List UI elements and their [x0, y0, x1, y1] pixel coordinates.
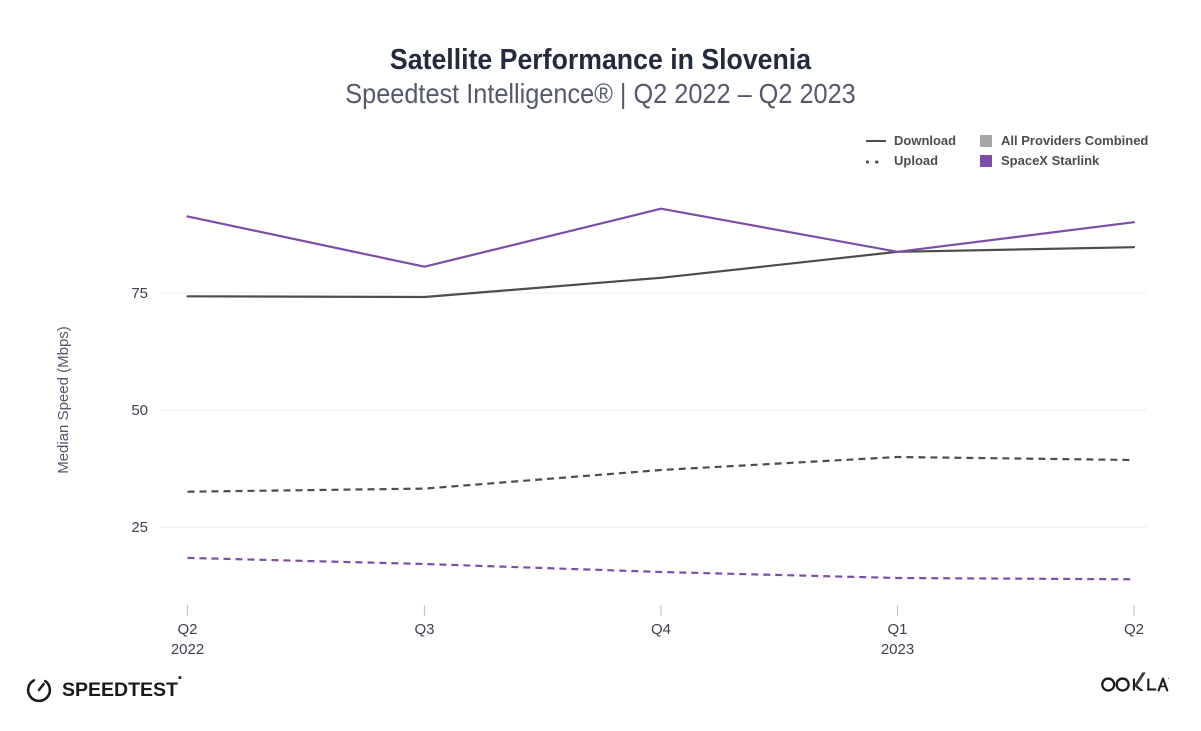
svg-text:25: 25 — [131, 519, 148, 536]
svg-text:50: 50 — [131, 402, 148, 419]
svg-text:75: 75 — [131, 285, 148, 302]
